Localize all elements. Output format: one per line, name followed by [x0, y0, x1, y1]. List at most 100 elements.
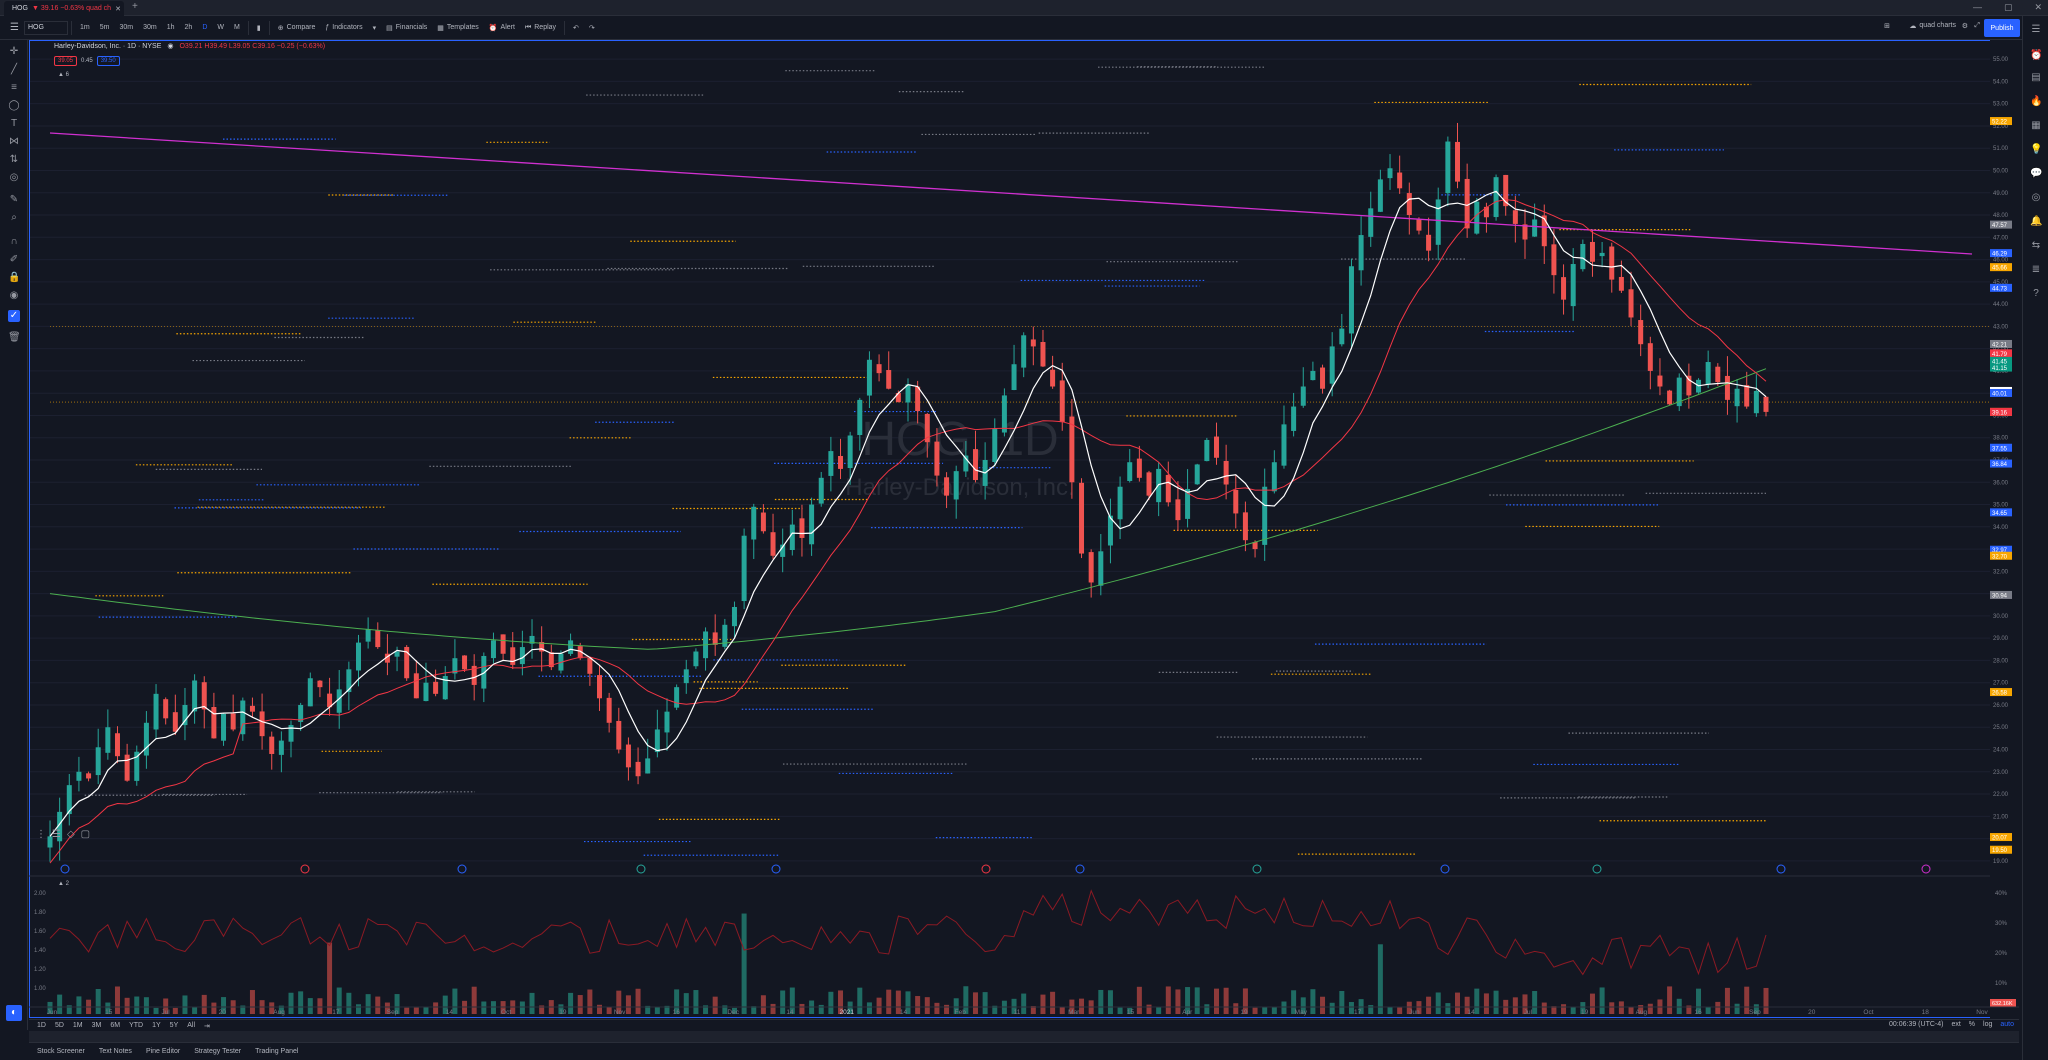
range-1d[interactable]: 1D — [37, 1022, 46, 1029]
drag-handle-icon[interactable]: ⋮ — [36, 828, 46, 840]
lock-icon[interactable]: 🔒 — [8, 272, 21, 283]
collapse-volume-toggle[interactable]: ▲ 2 — [58, 881, 69, 887]
minimize-icon[interactable]: — — [1972, 2, 1982, 12]
price-scale[interactable]: 55.00 54.00 53.00 52.00 51.00 50.00 49.00 48.00… — [1990, 40, 2019, 1018]
alert-button[interactable]: ⏰ Alert — [484, 16, 520, 39]
range-5y[interactable]: 5Y — [169, 1022, 179, 1029]
fib-tool-icon[interactable]: ≡ — [11, 82, 17, 93]
close-tab-icon[interactable]: ✕ — [115, 5, 121, 13]
percent-toggle[interactable]: % — [1968, 1021, 1976, 1028]
tab-text-notes[interactable]: Text Notes — [98, 1048, 132, 1055]
ruler-icon[interactable]: ✎ — [9, 194, 19, 205]
volume-bars — [47, 913, 1769, 1014]
interval-30m-b[interactable]: 30m — [143, 24, 157, 31]
chat-icon[interactable]: 💬 — [2030, 168, 2043, 179]
tradingview-logo-icon[interactable]: ◐ — [6, 1005, 22, 1021]
symbol-search-input[interactable]: HOG — [24, 20, 68, 35]
publish-button[interactable]: Publish — [1984, 19, 2020, 37]
undo-icon[interactable]: ↶ — [573, 24, 579, 32]
goto-date-icon[interactable]: ⇥ — [204, 1022, 210, 1030]
volume-bar — [1213, 988, 1219, 1014]
legend-title[interactable]: Harley-Davidson, Inc. · 1D · NYSE — [54, 42, 162, 50]
browser-tab[interactable]: HOG ▼ 39.16 −0.63% quad ch ✕ — [4, 1, 124, 16]
maximize-icon[interactable]: ▢ — [2003, 2, 2013, 12]
text-tool-icon[interactable]: T — [10, 118, 18, 129]
range-ytd[interactable]: YTD — [129, 1022, 144, 1029]
clock[interactable]: 00:06:39 (UTC-4) — [1888, 1021, 1944, 1028]
dom-icon[interactable]: ≣ — [2031, 264, 2041, 275]
order-panel-icon[interactable]: ⇆ — [2031, 240, 2041, 251]
magnet-icon[interactable]: ∩ — [10, 236, 18, 247]
visibility-icon[interactable]: ◉ — [9, 290, 19, 301]
ext-toggle[interactable]: ext — [1951, 1021, 1961, 1028]
settings-gear-icon[interactable]: ⚙ — [1961, 23, 1968, 30]
range-5d[interactable]: 5D — [54, 1022, 64, 1029]
price-label: 41.79 — [1992, 352, 2008, 358]
interval-2h[interactable]: 2h — [184, 24, 193, 31]
close-window-icon[interactable]: ✕ — [2034, 2, 2042, 12]
crosshair-icon[interactable]: ✛ — [9, 46, 19, 57]
menu-icon[interactable]: ☰ — [10, 22, 19, 33]
notifications-icon[interactable]: 🔔 — [2030, 216, 2043, 227]
help-icon[interactable]: ? — [2033, 288, 2039, 299]
replay-button[interactable]: ⏮ Replay — [520, 16, 561, 39]
range-all[interactable]: All — [187, 1022, 196, 1029]
range-6m[interactable]: 6M — [110, 1022, 121, 1029]
pattern-tool-icon[interactable]: ⋈ — [9, 136, 19, 147]
ask-price[interactable]: 39.50 — [96, 56, 120, 66]
interval-30m-a[interactable]: 30m — [119, 24, 134, 31]
zoom-icon[interactable]: ⌕ — [11, 212, 17, 223]
fullscreen-icon[interactable]: ⤢ — [1974, 22, 1980, 29]
data-window-icon[interactable]: ▤ — [2031, 72, 2041, 83]
hotlist-icon[interactable]: 🔥 — [2030, 96, 2043, 107]
tab-trading-panel[interactable]: Trading Panel — [255, 1048, 299, 1055]
trendline-tool-icon[interactable]: ╱ — [10, 64, 18, 75]
shapes-tool-icon[interactable]: ◯ — [8, 100, 20, 111]
chart-type-button[interactable]: ▮ — [252, 16, 266, 39]
select-frame-icon[interactable]: ▢ — [80, 828, 91, 840]
templates-button[interactable]: ▦ Templates — [432, 16, 484, 39]
tab-strategy-tester[interactable]: Strategy Tester — [194, 1048, 242, 1055]
calendar-icon[interactable]: ▦ — [2031, 120, 2041, 131]
streams-icon[interactable]: ◎ — [2031, 192, 2041, 203]
time-axis[interactable]: Jun 15 Jul 20 Aug 17 Sep 14 Oct 19 Nov 16 Dec 14 2021 1… — [29, 1006, 2019, 1016]
price-tick: 52.00 — [1993, 124, 2009, 130]
bid-price[interactable]: 39.05 — [54, 56, 78, 66]
interval-d[interactable]: D — [202, 24, 208, 31]
legend-eye-icon[interactable]: ◉ — [167, 43, 174, 50]
tab-pine-editor[interactable]: Pine Editor — [145, 1048, 181, 1055]
range-1m[interactable]: 1M — [72, 1022, 83, 1029]
interval-5m[interactable]: 5m — [99, 24, 110, 31]
interval-m[interactable]: M — [233, 24, 240, 31]
redo-icon[interactable]: ↷ — [588, 24, 595, 32]
indicator-templates-chevron-icon[interactable]: ▾ — [372, 24, 377, 32]
favorites-drawings-icon[interactable]: ✓ — [8, 310, 20, 322]
tab-stock-screener[interactable]: Stock Screener — [37, 1048, 85, 1055]
candle-body — [1088, 552, 1094, 583]
indicators-button[interactable]: ƒ Indicators — [320, 16, 367, 39]
compare-button[interactable]: ⊕ Compare — [273, 16, 321, 39]
range-1y[interactable]: 1Y — [152, 1022, 161, 1029]
candle-body — [1715, 366, 1721, 383]
collapse-indicators-toggle[interactable]: ▲ 6 — [58, 72, 69, 78]
prediction-tool-icon[interactable]: ⇅ — [9, 154, 19, 165]
interval-w[interactable]: W — [217, 24, 224, 31]
eye-icon[interactable]: ◎ — [9, 172, 19, 183]
interval-1m[interactable]: 1m — [80, 24, 90, 31]
ideas-icon[interactable]: 💡 — [2030, 144, 2043, 155]
log-toggle[interactable]: log — [1983, 1021, 1993, 1028]
interval-1h[interactable]: 1h — [166, 24, 175, 31]
new-tab-icon[interactable]: + — [132, 1, 138, 12]
layout-name-button[interactable]: ☁ quad charts — [1909, 22, 1956, 30]
visibility-toggle-icon[interactable]: ◇ — [66, 828, 75, 840]
trash-icon[interactable]: 🗑 — [8, 332, 21, 343]
range-3m[interactable]: 3M — [91, 1022, 102, 1029]
alerts-icon[interactable]: ⏰ — [2030, 50, 2043, 61]
stay-drawing-icon[interactable]: ✐ — [9, 254, 19, 265]
auto-toggle[interactable]: auto — [2000, 1021, 2014, 1028]
watchlist-icon[interactable]: ☰ — [2031, 24, 2041, 35]
layout-select-icon[interactable]: ⊞ — [1884, 23, 1890, 30]
line-style-icon[interactable]: ☰ — [52, 828, 61, 840]
financials-button[interactable]: ▤ Financials — [381, 16, 432, 39]
